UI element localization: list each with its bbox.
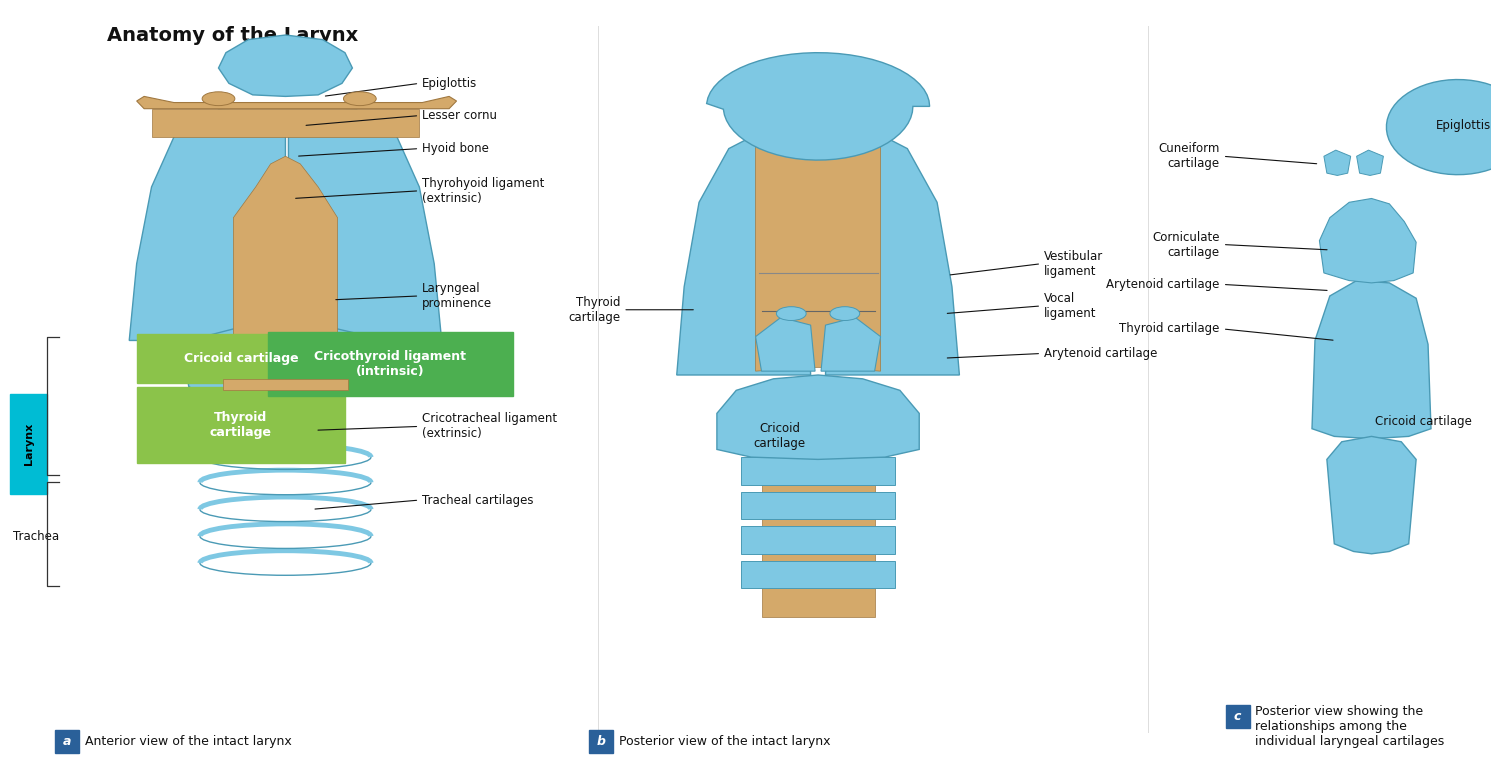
Text: Thyrohyoid ligament
(extrinsic): Thyrohyoid ligament (extrinsic) (423, 177, 544, 205)
Polygon shape (184, 327, 390, 398)
Text: Trachea: Trachea (13, 530, 60, 543)
Bar (590, 730, 613, 754)
Text: Thyroid cartilage: Thyroid cartilage (1119, 322, 1220, 335)
Polygon shape (1312, 281, 1431, 439)
Text: Vestibular
ligament: Vestibular ligament (1044, 250, 1104, 278)
Ellipse shape (830, 307, 860, 321)
Ellipse shape (777, 307, 806, 321)
Polygon shape (741, 492, 896, 519)
Polygon shape (825, 129, 960, 375)
Polygon shape (136, 97, 456, 109)
Text: Cricoid cartilage: Cricoid cartilage (183, 352, 298, 365)
Polygon shape (706, 53, 930, 160)
Bar (56, 730, 78, 754)
Polygon shape (288, 111, 441, 340)
Text: Epiglottis: Epiglottis (423, 77, 477, 90)
Text: Laryngeal
prominence: Laryngeal prominence (423, 282, 492, 310)
Bar (10, 394, 48, 494)
Text: Arytenoid cartilage: Arytenoid cartilage (1107, 278, 1220, 291)
Text: Anterior view of the intact larynx: Anterior view of the intact larynx (84, 735, 291, 748)
Text: Cricoid cartilage: Cricoid cartilage (1376, 414, 1472, 427)
Text: Corniculate
cartilage: Corniculate cartilage (1152, 230, 1220, 258)
Text: Thyroid
cartilage: Thyroid cartilage (210, 411, 272, 439)
Bar (136, 334, 345, 383)
Polygon shape (152, 109, 420, 137)
Text: a: a (63, 735, 70, 748)
Polygon shape (821, 318, 880, 371)
Text: Hyoid bone: Hyoid bone (423, 142, 489, 155)
Polygon shape (756, 125, 880, 371)
Text: Cricoid
cartilage: Cricoid cartilage (753, 422, 806, 451)
Polygon shape (741, 457, 896, 485)
Text: b: b (597, 735, 606, 748)
Polygon shape (676, 129, 810, 375)
Text: Thyroid
cartilage: Thyroid cartilage (568, 296, 620, 324)
Polygon shape (219, 35, 352, 97)
Text: Epiglottis: Epiglottis (1436, 119, 1491, 132)
Ellipse shape (344, 92, 376, 106)
Polygon shape (1356, 150, 1383, 175)
Polygon shape (756, 318, 814, 371)
Polygon shape (1324, 150, 1350, 175)
Bar (136, 386, 345, 463)
Text: Anatomy of the Larynx: Anatomy of the Larynx (106, 26, 358, 45)
Polygon shape (224, 379, 348, 390)
Polygon shape (741, 526, 896, 553)
Polygon shape (129, 111, 285, 340)
Ellipse shape (202, 92, 236, 106)
Text: Vocal
ligament: Vocal ligament (1044, 292, 1096, 320)
Polygon shape (717, 375, 920, 459)
Bar (1226, 705, 1250, 728)
Polygon shape (234, 156, 338, 340)
Polygon shape (1328, 437, 1416, 553)
Text: Tracheal cartilages: Tracheal cartilages (423, 494, 534, 506)
Text: Posterior view showing the
relationships among the
individual laryngeal cartilag: Posterior view showing the relationships… (1256, 705, 1444, 748)
Text: Cricotracheal ligament
(extrinsic): Cricotracheal ligament (extrinsic) (423, 413, 558, 441)
Polygon shape (762, 448, 874, 617)
Text: Lesser cornu: Lesser cornu (423, 109, 498, 122)
Text: Arytenoid cartilage: Arytenoid cartilage (1044, 347, 1158, 360)
Text: Cricothyroid ligament
(intrinsic): Cricothyroid ligament (intrinsic) (315, 350, 466, 378)
Text: Cuneiform
cartilage: Cuneiform cartilage (1158, 142, 1220, 170)
Polygon shape (1320, 199, 1416, 283)
Text: Epiglottis: Epiglottis (766, 96, 822, 109)
Text: Posterior view of the intact larynx: Posterior view of the intact larynx (618, 735, 830, 748)
Text: Larynx: Larynx (24, 423, 34, 465)
Bar (267, 332, 513, 396)
Polygon shape (741, 560, 896, 588)
Polygon shape (1386, 80, 1500, 175)
Text: c: c (1234, 710, 1242, 723)
